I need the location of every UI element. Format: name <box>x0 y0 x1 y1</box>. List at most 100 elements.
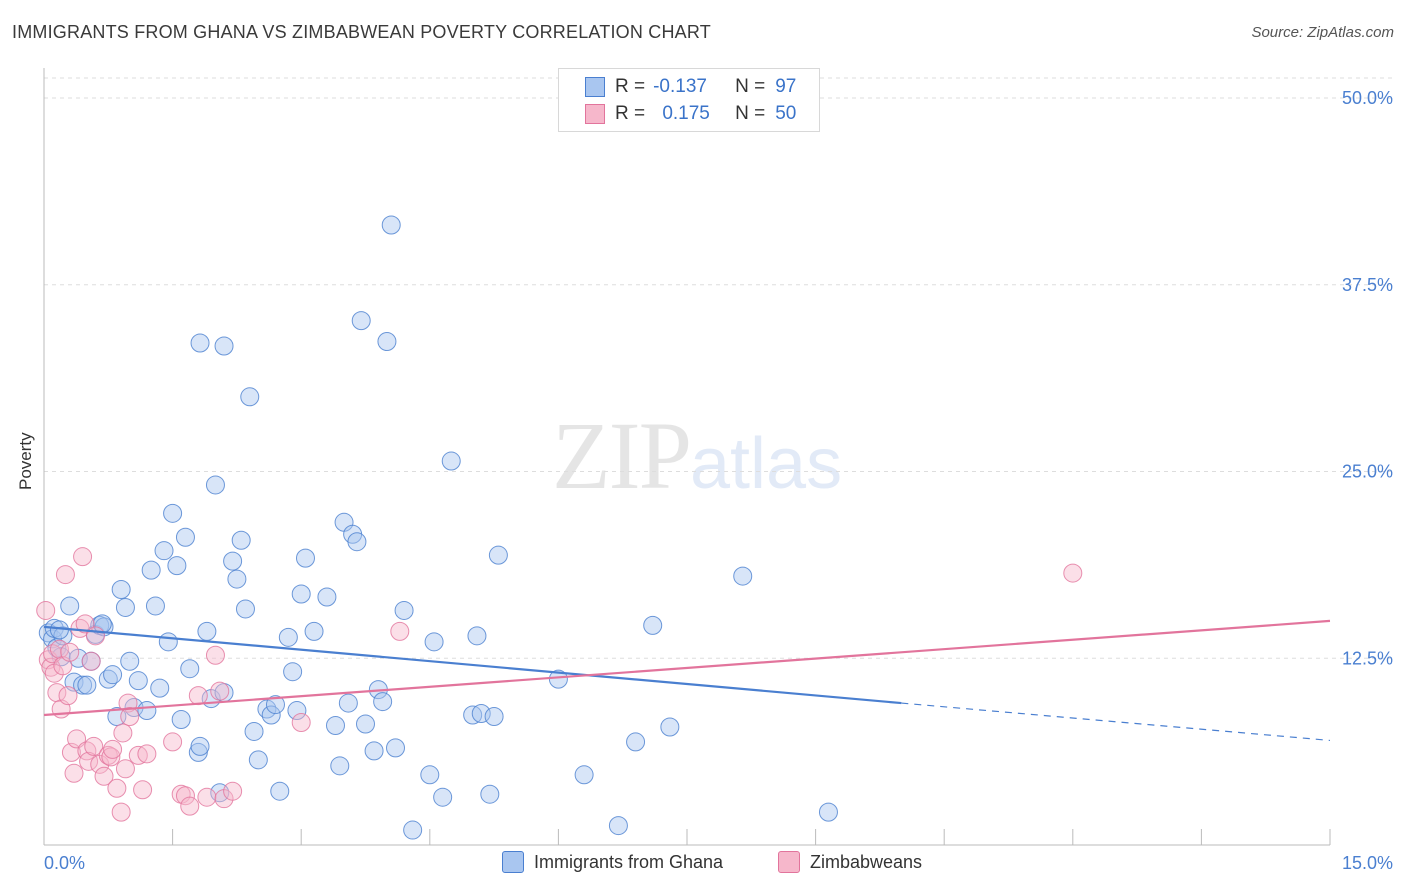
ghana-point <box>197 621 217 641</box>
ghana-point <box>223 551 243 571</box>
ghana-point <box>295 548 315 568</box>
ghana-point <box>373 692 393 712</box>
zimbabwean-point <box>113 723 133 743</box>
legend-label-zimbabweans: Zimbabweans <box>810 851 923 872</box>
ghana-point <box>261 705 281 725</box>
zimbabwean-point <box>1063 563 1083 583</box>
r-value: 0.175 <box>662 103 710 124</box>
ghana-point <box>818 802 838 822</box>
ghana-point <box>325 715 345 735</box>
ghana-point <box>403 820 423 840</box>
ghana-point <box>467 626 487 646</box>
ghana-point <box>626 732 646 752</box>
ghana-point <box>111 580 131 600</box>
zimbabwean-point <box>101 747 121 767</box>
ghana-point <box>660 717 680 737</box>
ghana-point <box>548 669 568 689</box>
zimbabwean-point <box>223 781 243 801</box>
zimbabwean-point <box>197 787 217 807</box>
zimbabwean-point <box>210 681 230 701</box>
ghana-trend-line <box>43 625 902 705</box>
stats-row-ghana: R = -0.137 N = 97 <box>585 74 796 100</box>
legend-label-ghana: Immigrants from Ghana <box>534 851 724 872</box>
source-label: Source: ZipAtlas.com <box>1251 24 1394 41</box>
ghana-point <box>484 707 504 727</box>
ghana-point <box>141 560 161 580</box>
ghana-point <box>330 756 350 776</box>
ghana-point <box>733 566 753 586</box>
ghana-point <box>190 333 210 353</box>
ghana-point <box>73 675 93 695</box>
zimbabwean-point <box>390 621 410 641</box>
zimbabwean-point <box>84 736 104 756</box>
ghana-point <box>128 671 148 691</box>
r-label: R = <box>615 76 646 97</box>
ghana-point <box>347 532 367 552</box>
ghana-point <box>190 736 210 756</box>
ghana-point <box>356 714 375 734</box>
ghana-point <box>158 632 178 652</box>
zimbabwean-point <box>133 780 153 800</box>
ghana-point <box>317 587 337 607</box>
n-label: N = <box>735 76 766 97</box>
ghana-point <box>433 787 453 807</box>
ghana-point <box>364 741 384 761</box>
zimbabwean-point <box>85 626 105 646</box>
ghana-point <box>171 710 191 730</box>
y-tick-label: 12.5% <box>1342 648 1393 668</box>
r-value: -0.137 <box>653 76 707 97</box>
ghana-point <box>167 556 187 576</box>
zimbabwean-point <box>205 645 225 665</box>
zimbabwean-point <box>103 739 123 759</box>
ghana-point <box>214 336 234 356</box>
ghana-point <box>60 596 80 616</box>
ghana-point <box>77 675 97 695</box>
n-label: N = <box>735 103 766 124</box>
ghana-point <box>424 632 444 652</box>
y-tick-label: 37.5% <box>1342 275 1393 295</box>
ghana-point <box>248 750 268 770</box>
ghana-point <box>351 311 371 331</box>
zimbabwean-trend-line <box>43 619 1331 717</box>
zimbabwean-point <box>55 565 75 585</box>
legend-item-zimbabweans[interactable]: Zimbabweans <box>778 851 922 873</box>
zimbabwean-point <box>58 686 78 706</box>
zimbabwean-point <box>188 686 208 706</box>
zimbabwean-point <box>291 712 311 732</box>
n-value: 50 <box>775 103 797 124</box>
ghana-swatch <box>585 77 605 97</box>
ghana-point <box>244 721 264 741</box>
zimbabwean-point <box>107 778 127 798</box>
ghana-point <box>270 781 290 801</box>
stats-legend: R = -0.137 N = 97 R = 0.175 N = 50 <box>558 68 820 132</box>
watermark-atlas: atlas <box>690 424 843 504</box>
ghana-point <box>338 693 358 713</box>
ghana-point <box>420 765 440 785</box>
zimbabwean-point <box>137 744 157 764</box>
zimbabwean-point <box>73 547 93 567</box>
ghana-point <box>154 541 174 561</box>
ghana-point <box>643 615 663 635</box>
ghana-point <box>608 816 628 836</box>
zimbabwean-point <box>180 796 200 816</box>
chart-title: IMMIGRANTS FROM GHANA VS ZIMBABWEAN POVE… <box>12 22 711 42</box>
x-tick-label: 0.0% <box>44 853 85 873</box>
ghana-point <box>231 530 251 550</box>
ghana-point <box>278 627 298 647</box>
zimbabwean-point <box>64 763 84 783</box>
zimbabwean-point <box>94 766 114 786</box>
ghana-legend-swatch <box>502 851 524 873</box>
y-tick-label: 50.0% <box>1342 88 1393 108</box>
ghana-point <box>287 701 307 721</box>
ghana-point <box>381 215 401 235</box>
zimbabwean-point <box>175 786 195 806</box>
ghana-point <box>471 704 491 724</box>
zimbabwean-point <box>120 707 140 727</box>
zimbabwean-point <box>36 600 56 620</box>
legend-item-ghana[interactable]: Immigrants from Ghana <box>502 851 723 873</box>
ghana-point <box>240 387 260 407</box>
zimbabwean-point <box>79 751 99 771</box>
ghana-point <box>441 451 461 471</box>
ghana-point <box>137 701 157 721</box>
ghana-point <box>291 584 311 604</box>
